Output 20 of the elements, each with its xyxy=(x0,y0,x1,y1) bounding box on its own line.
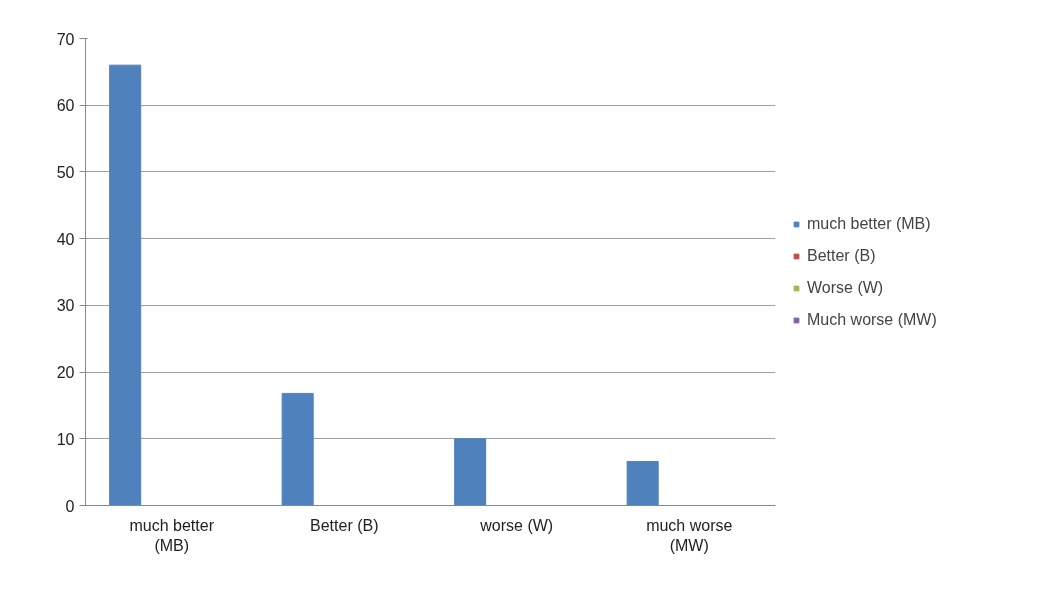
bar xyxy=(109,64,142,506)
y-tick-label: 30 xyxy=(56,297,75,315)
y-tick-label: 0 xyxy=(65,497,75,515)
y-tick-label: 40 xyxy=(56,230,75,248)
x-tick-label: worse (W) xyxy=(479,516,554,534)
y-tick-label: 60 xyxy=(56,97,75,115)
legend-label: much better (MB) xyxy=(807,214,931,233)
y-tick-label: 10 xyxy=(56,430,75,448)
legend-label: Much worse (MW) xyxy=(807,310,937,329)
legend-label: Worse (W) xyxy=(807,278,884,297)
y-tick-label: 70 xyxy=(56,30,75,48)
bar xyxy=(454,438,487,506)
y-tick-label: 50 xyxy=(56,163,75,181)
legend-label: Better (B) xyxy=(807,246,876,265)
x-tick-label: Better (B) xyxy=(310,516,379,534)
x-tick-label: much better (MB) xyxy=(129,516,215,554)
x-tick-label: much worse (MW) xyxy=(646,516,733,554)
bar xyxy=(281,392,314,506)
y-tick-label: 20 xyxy=(56,364,75,382)
bar xyxy=(626,460,659,506)
